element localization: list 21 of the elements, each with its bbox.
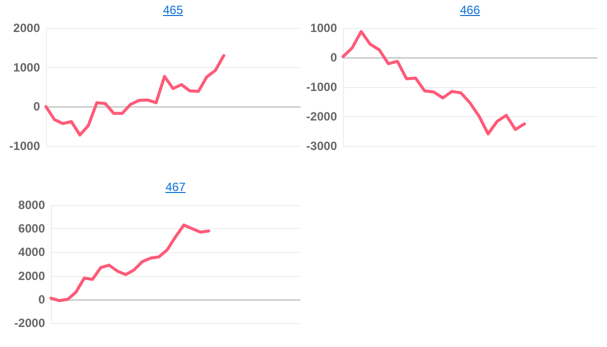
- line-series: [50, 224, 210, 302]
- y-tick-label: -2000: [306, 110, 338, 124]
- y-tick-label: 2000: [13, 21, 40, 35]
- line-series: [342, 30, 526, 136]
- y-tick-label: -1000: [306, 80, 338, 94]
- y-tick-label: 0: [38, 292, 46, 306]
- chart-title: 466: [458, 3, 482, 17]
- y-tick-label: -1000: [9, 139, 40, 153]
- y-tick-label: -3000: [306, 139, 338, 153]
- chart-title: 467: [164, 180, 187, 194]
- y-tick-label: -2000: [14, 316, 46, 330]
- y-tick-label: 6000: [18, 222, 46, 236]
- chart-title: 465: [162, 3, 184, 17]
- line-series: [44, 54, 226, 136]
- y-tick-label: 2000: [18, 268, 46, 283]
- y-tick-label: 0: [330, 50, 338, 64]
- y-tick-label: 0: [33, 100, 40, 114]
- y-tick-label: 1000: [13, 60, 40, 74]
- y-tick-label: 8000: [18, 198, 46, 212]
- y-tick-label: 1000: [310, 21, 338, 35]
- y-tick-label: 4000: [18, 245, 46, 260]
